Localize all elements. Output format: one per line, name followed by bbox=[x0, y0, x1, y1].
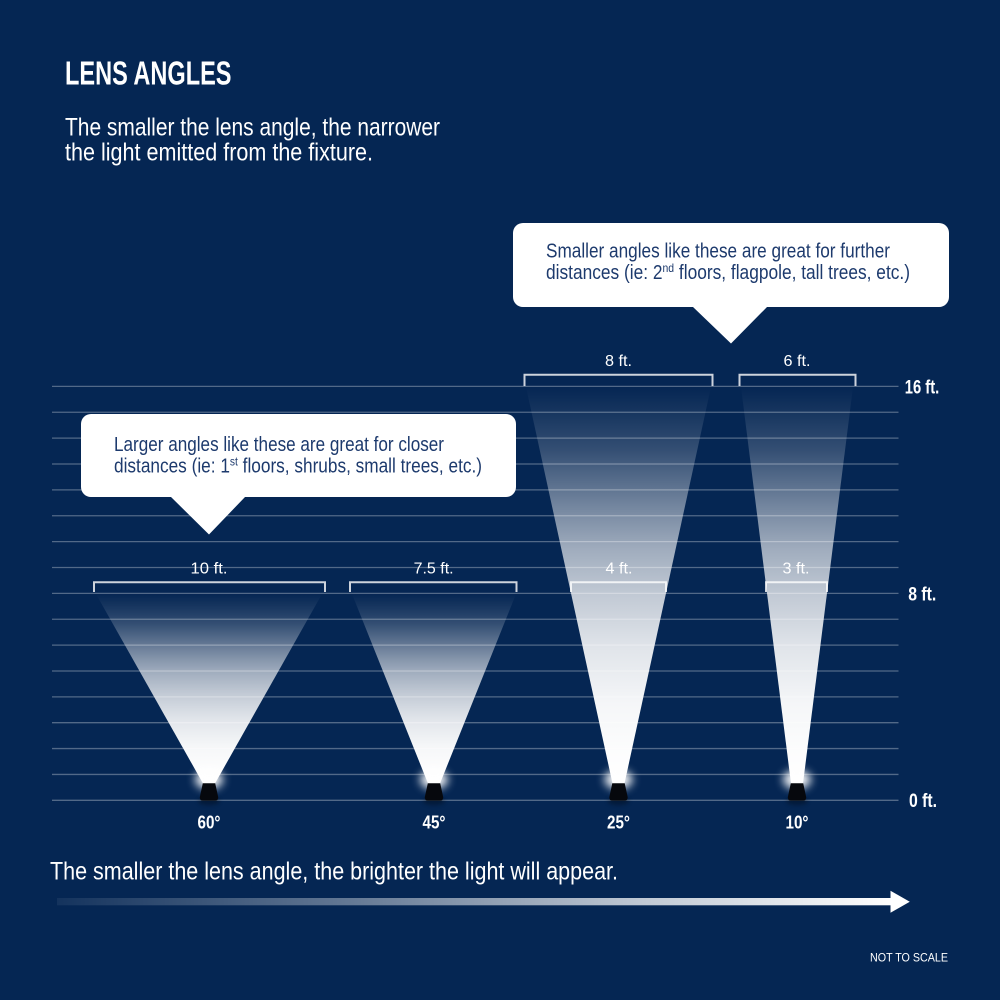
svg-text:floors, flagpole, tall trees,: floors, flagpole, tall trees, etc.) bbox=[674, 262, 910, 284]
svg-text:16 ft.: 16 ft. bbox=[905, 376, 940, 398]
svg-text:8 ft.: 8 ft. bbox=[908, 584, 936, 606]
svg-text:the light emitted from the fix: the light emitted from the fixture. bbox=[65, 139, 373, 167]
svg-text:60°: 60° bbox=[198, 812, 221, 832]
svg-text:NOT TO SCALE: NOT TO SCALE bbox=[870, 953, 948, 965]
svg-text:distances (ie: 2: distances (ie: 2 bbox=[546, 262, 663, 284]
svg-text:10 ft.: 10 ft. bbox=[191, 561, 228, 578]
svg-text:8 ft.: 8 ft. bbox=[605, 353, 632, 370]
svg-text:0 ft.: 0 ft. bbox=[909, 790, 937, 812]
svg-text:The smaller the lens angle, th: The smaller the lens angle, the brighter… bbox=[50, 858, 618, 886]
svg-text:45°: 45° bbox=[423, 812, 446, 832]
svg-text:floors, shrubs, small trees, e: floors, shrubs, small trees, etc.) bbox=[238, 455, 482, 477]
svg-text:st: st bbox=[230, 454, 239, 468]
svg-text:6 ft.: 6 ft. bbox=[784, 353, 811, 370]
svg-text:7.5 ft.: 7.5 ft. bbox=[414, 561, 454, 578]
svg-text:Larger angles like these are g: Larger angles like these are great for c… bbox=[114, 434, 444, 456]
svg-text:nd: nd bbox=[663, 261, 675, 275]
svg-text:3 ft.: 3 ft. bbox=[783, 561, 810, 578]
svg-text:25°: 25° bbox=[607, 812, 630, 832]
svg-text:Smaller angles like these are: Smaller angles like these are great for … bbox=[546, 241, 890, 263]
svg-text:distances (ie: 1: distances (ie: 1 bbox=[114, 455, 230, 477]
svg-text:LENS ANGLES: LENS ANGLES bbox=[65, 55, 232, 92]
svg-text:10°: 10° bbox=[786, 812, 809, 832]
svg-text:The smaller the lens angle, th: The smaller the lens angle, the narrower bbox=[65, 114, 440, 142]
svg-text:4 ft.: 4 ft. bbox=[606, 561, 633, 578]
